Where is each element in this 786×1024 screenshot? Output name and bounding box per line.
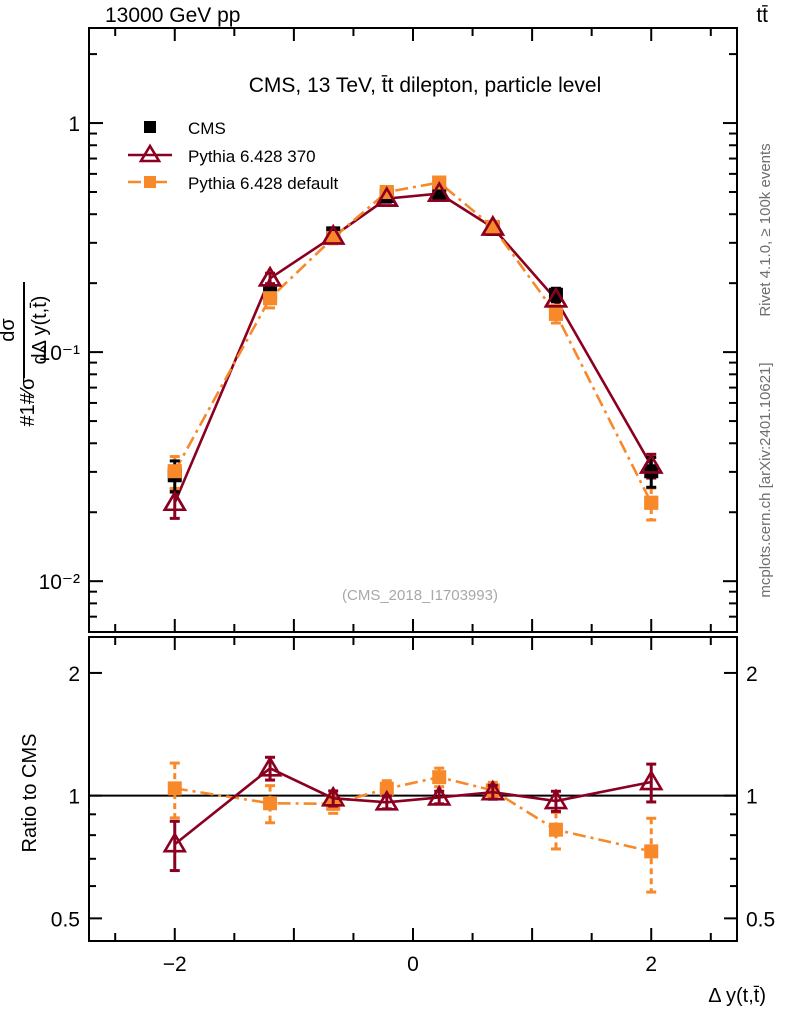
cms-marker — [548, 287, 563, 302]
legend-marker — [138, 143, 162, 163]
ratio-pythia370-marker — [638, 769, 664, 791]
ratio-pythia370-marker — [320, 785, 346, 807]
legend-marker — [144, 176, 156, 188]
ratio-pythia-default-line — [174, 775, 652, 853]
pythia370-marker — [480, 214, 506, 236]
ratio-pythia370-marker — [162, 831, 188, 853]
ratio-pythia-default-marker — [432, 770, 447, 785]
legend-label-1: Pythia 6.428 370 — [188, 147, 316, 166]
sidebar-bottom-text: mcplots.cern.ch [arXiv:2401.10621] — [757, 362, 774, 597]
header-left: 13000 GeV pp — [105, 4, 240, 27]
pythia370-marker — [638, 452, 664, 474]
legend-label-0: CMS — [188, 119, 226, 138]
xtick-label: −2 — [163, 953, 187, 976]
xtick-label: 2 — [645, 953, 657, 976]
ratio-ytick-label: 2 — [68, 663, 80, 686]
ratio-pythia370-marker — [480, 779, 506, 801]
pythia-default-line — [173, 181, 653, 504]
ratio-pythia-default-marker — [548, 822, 563, 837]
ratio-pythia370-line — [173, 766, 652, 846]
pythia370-marker — [374, 186, 400, 207]
ratio-ytick-label: 0.5 — [51, 908, 80, 931]
ratio-ylabel-text: Ratio to CMS — [19, 734, 41, 853]
dataset-watermark: (CMS_2018_I1703993) — [342, 587, 498, 604]
main-ylabel-prefix: #1#⁄σ — [17, 377, 39, 427]
pythia370-marker — [257, 265, 283, 287]
pythia370-marker — [320, 223, 346, 245]
pythia370-line — [173, 192, 653, 504]
xtick-label: 0 — [407, 953, 419, 976]
ratio-ytick-label: 1 — [746, 786, 758, 809]
main-ytick-label: 10⁻¹ — [39, 342, 80, 365]
ratio-pythia370-marker — [426, 784, 452, 806]
ratio-ytick-label: 1 — [68, 786, 80, 809]
sidebar-top-text: Rivet 4.1.0, ≥ 100k events — [757, 143, 774, 316]
pythia-default-marker — [644, 495, 659, 510]
main-panel-title: CMS, 13 TeV, t̄t dilepton, particle leve… — [249, 74, 602, 97]
pythia370-marker — [162, 490, 188, 512]
legend-marker — [144, 121, 156, 133]
main-ylabel: dσ dΔ y(t,t̄) #1#⁄σ — [0, 282, 51, 427]
header-right: tt̄ — [756, 4, 768, 27]
plot-geometry: 1 10⁻¹ 10⁻² 2 2 1 1 0.5 0.5 −2 0 2 CMS Pythia 6.428 3… — [39, 27, 775, 976]
legend-label-2: Pythia 6.428 default — [188, 174, 339, 193]
pythia370-marker — [543, 286, 569, 308]
main-ylabel-denominator: dΔ y(t,t̄) — [29, 296, 51, 365]
ratio-pythia370-marker — [543, 788, 569, 810]
ratio-pythia-default-marker — [379, 781, 394, 796]
main-ytick-label: 1 — [68, 113, 80, 136]
ratio-pythia-default-marker — [167, 781, 182, 796]
ratio-pythia-default-marker — [263, 796, 278, 811]
ratio-pythia370-marker — [374, 789, 400, 811]
ratio-ytick-label: 2 — [746, 663, 758, 686]
ratio-ylabel: Ratio to CMS — [19, 734, 41, 853]
main-ytick-label: 10⁻² — [39, 571, 80, 594]
ratio-pythia370-marker — [257, 755, 283, 777]
ratio-ytick-label: 0.5 — [746, 908, 775, 931]
xaxis-title: Δ y(t,t̄) — [708, 985, 766, 1007]
pythia-default-marker — [548, 306, 563, 321]
main-ylabel-numerator: dσ — [0, 318, 19, 342]
pythia-default-marker — [263, 291, 278, 306]
pythia-default-marker — [167, 464, 182, 479]
ratio-pythia-default-marker — [644, 844, 659, 859]
pythia370-marker — [426, 181, 452, 202]
